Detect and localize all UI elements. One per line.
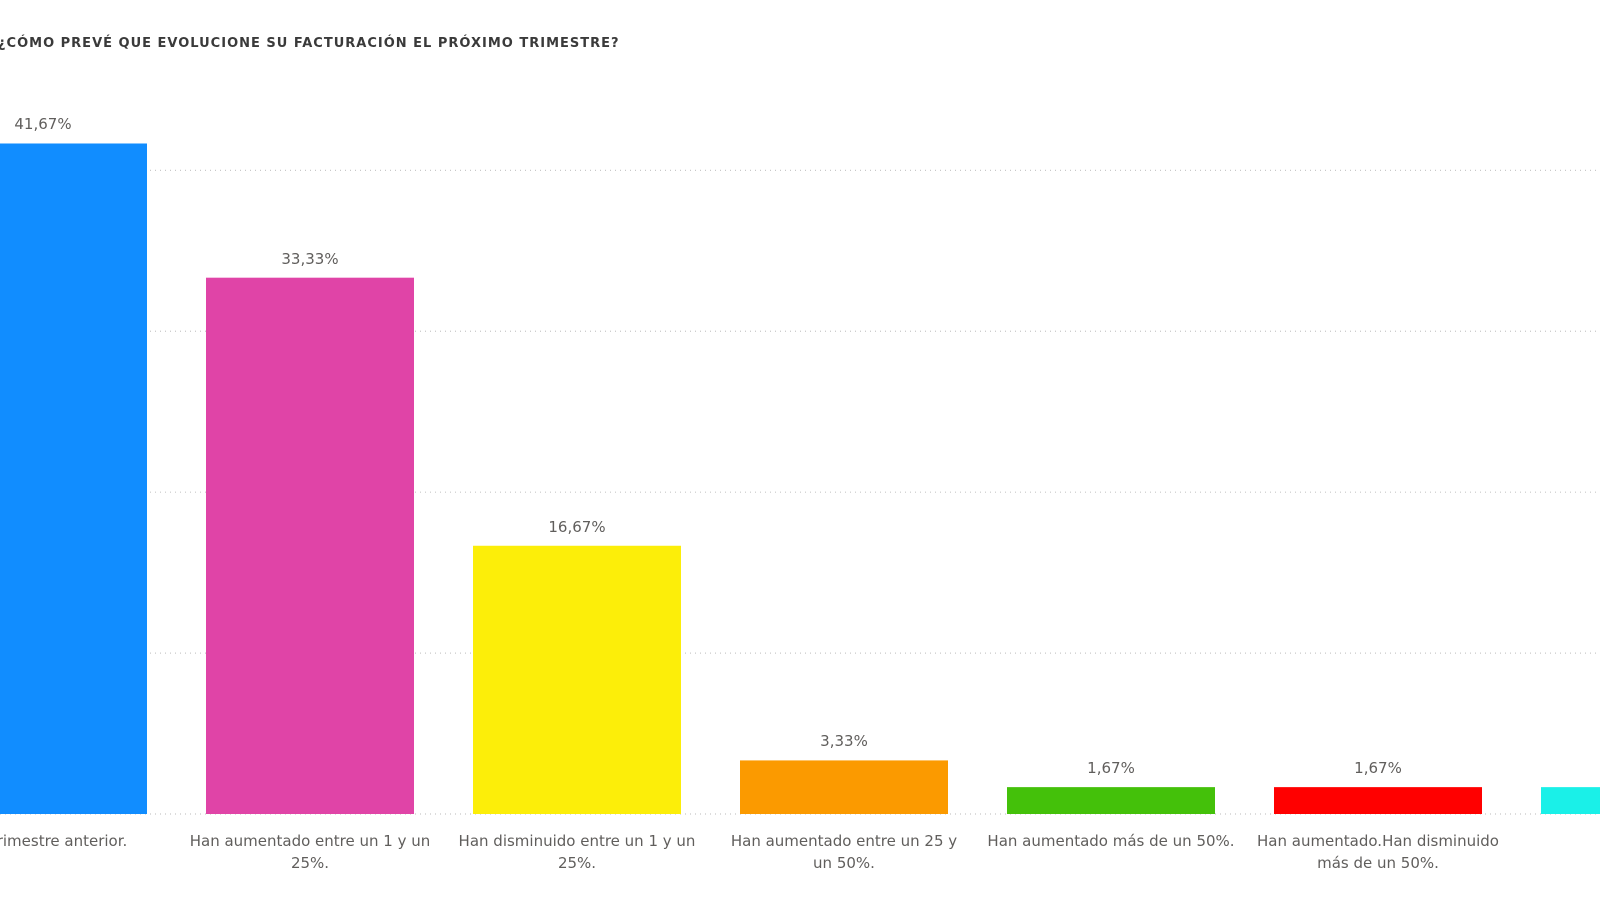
x-tick-label: Han aumentado entre un 1 y un 25%. bbox=[189, 832, 431, 872]
value-label: 1,67% bbox=[1354, 759, 1402, 778]
x-tick-label: Han aumentado más de un 50%. bbox=[987, 832, 1235, 850]
bar bbox=[1541, 787, 1600, 814]
bar bbox=[0, 143, 147, 814]
chart-title: ¿CÓMO PREVÉ QUE EVOLUCIONE SU FACTURACIÓ… bbox=[0, 36, 620, 51]
bar bbox=[740, 760, 948, 814]
bar bbox=[1274, 787, 1482, 814]
value-label: 41,67% bbox=[14, 115, 72, 134]
value-label: 16,67% bbox=[548, 517, 606, 536]
x-tick-label: Han aumentado entre un 25 y un 50%. bbox=[730, 832, 958, 872]
value-label: 33,33% bbox=[281, 249, 339, 268]
x-tick-label: Han aumentado.Han disminuido más de un 5… bbox=[1257, 832, 1499, 872]
value-label: 1,67% bbox=[1087, 759, 1135, 778]
bar bbox=[473, 545, 681, 814]
bar bbox=[1007, 787, 1215, 814]
value-label: 3,33% bbox=[820, 732, 868, 751]
bar bbox=[206, 277, 414, 814]
x-tick-label: Han disminuido entre un 1 y un 25%. bbox=[458, 832, 696, 872]
x-tick-label: e el trimestre anterior. bbox=[0, 832, 128, 850]
x-tick-label: Han d bbox=[1520, 830, 1600, 852]
